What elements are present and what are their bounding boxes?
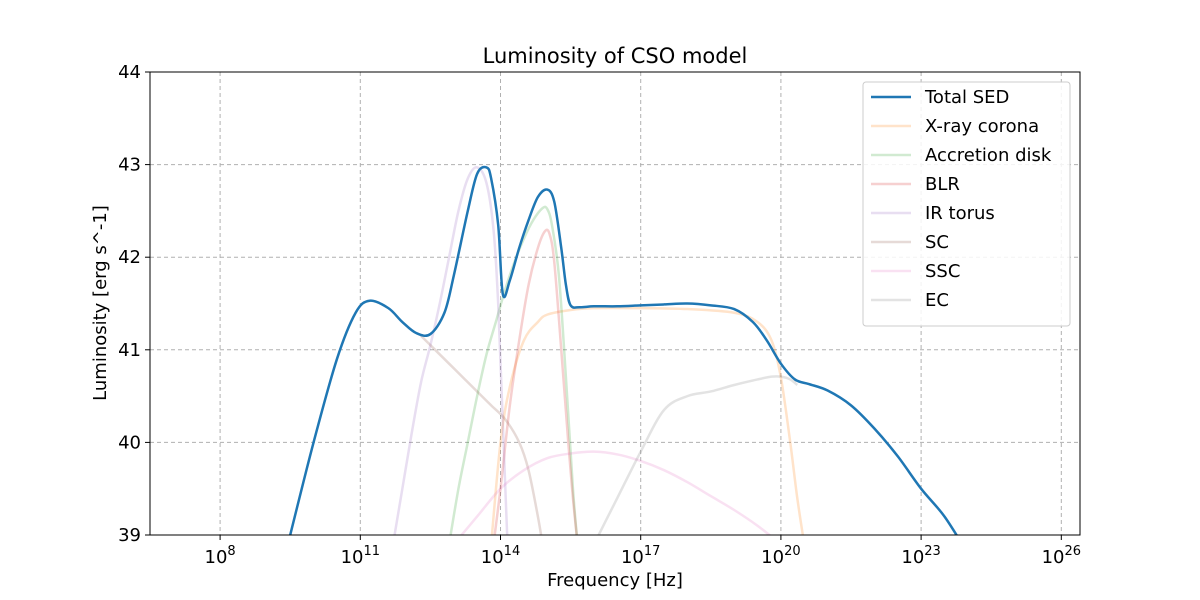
y-tick-label: 41 <box>118 340 141 361</box>
x-tick-label: 1020 <box>761 544 800 568</box>
x-tick-label: 1011 <box>341 544 380 568</box>
y-axis-label: Luminosity [erg s^-1] <box>90 205 111 401</box>
series-line-ssc <box>459 450 772 535</box>
series-line-ir-torus <box>393 166 509 535</box>
axis-ticks: 108 1011 1014 1017 1020 1023 1026 39 40 41 42 43 44 <box>118 62 1081 568</box>
series-line-blr <box>493 228 578 535</box>
y-tick-label: 42 <box>118 247 141 268</box>
legend-label-ec: EC <box>925 290 949 311</box>
legend-label-x-ray-corona: X-ray corona <box>925 116 1039 137</box>
x-tick-label: 1014 <box>481 544 520 568</box>
series-line-x-ray-corona <box>490 306 805 535</box>
legend-label-sc: SC <box>925 232 949 253</box>
y-tick-label: 43 <box>118 155 141 176</box>
legend-label-total-sed: Total SED <box>924 87 1009 108</box>
y-tick-label: 39 <box>118 525 141 546</box>
series-lines <box>288 165 959 535</box>
plot-frame <box>149 71 1081 536</box>
legend-label-ir-torus: IR torus <box>925 203 995 224</box>
series-line-sc <box>420 335 543 535</box>
x-axis-label: Frequency [Hz] <box>547 570 683 591</box>
x-tick-label: 1026 <box>1042 544 1081 568</box>
series-line-ec <box>597 375 799 535</box>
series-line-accretion-disk <box>449 205 579 535</box>
legend-box <box>862 81 1071 327</box>
y-tick-label: 44 <box>118 62 141 83</box>
legend-label-accretion-disk: Accretion disk <box>925 145 1052 166</box>
legend-label-ssc: SSC <box>925 261 960 282</box>
legend: Total SED X-ray corona Accretion disk BLR IR… <box>862 81 1071 327</box>
x-tick-label: 1023 <box>901 544 940 568</box>
x-tick-label: 1017 <box>621 544 660 568</box>
y-tick-label: 40 <box>118 432 141 453</box>
series-line-total-sed <box>288 165 959 535</box>
chart-title: Luminosity of CSO model <box>483 44 748 68</box>
x-tick-label: 108 <box>205 544 236 568</box>
legend-label-blr: BLR <box>925 174 960 195</box>
